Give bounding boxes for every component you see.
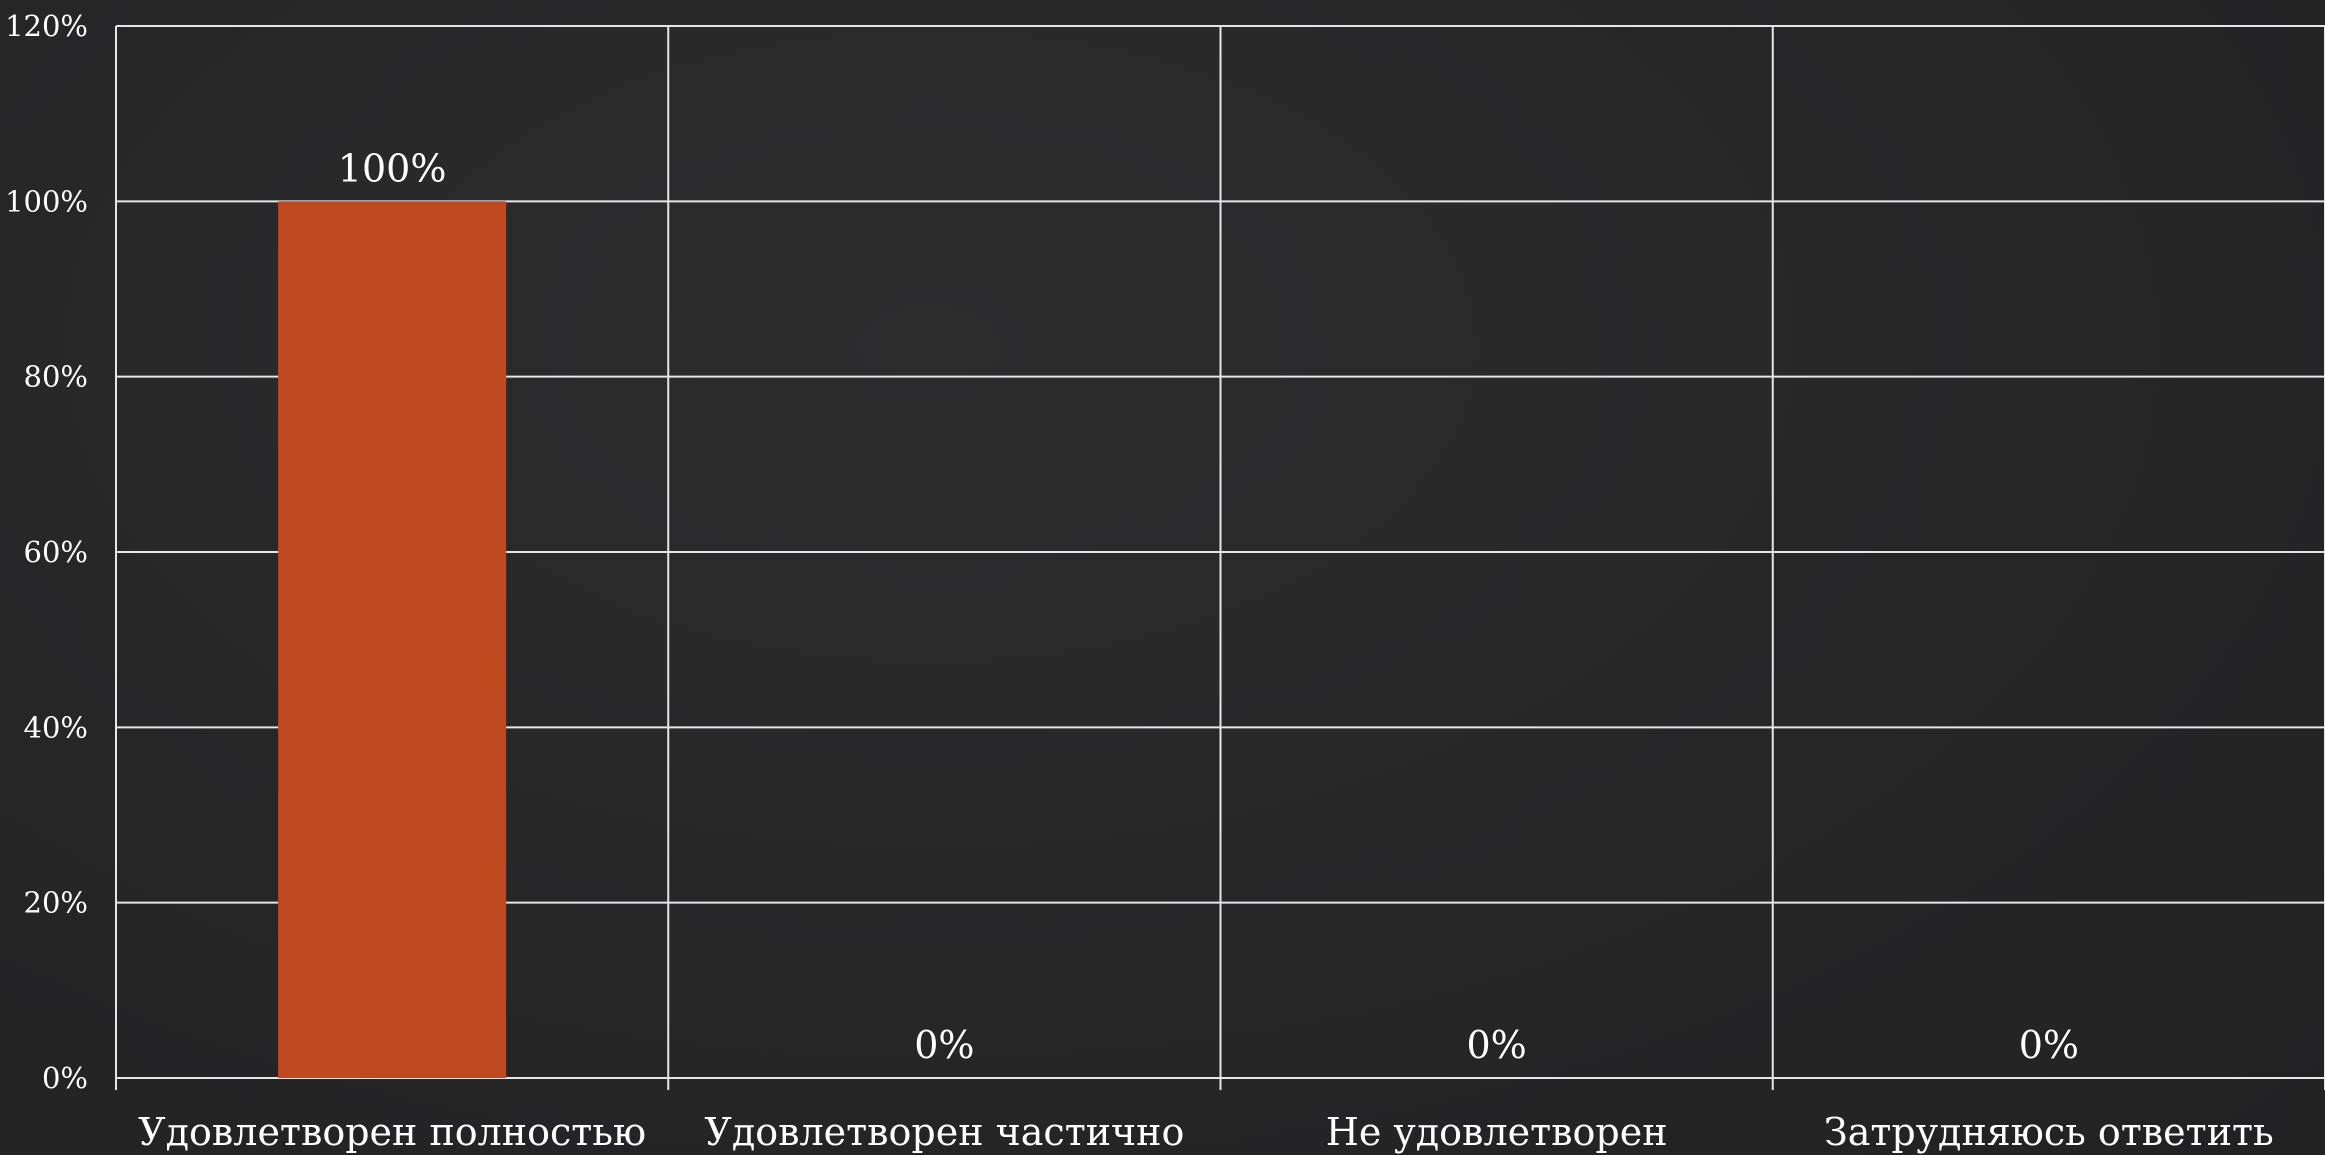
y-tick-label: 80% xyxy=(24,360,88,394)
data-label: 0% xyxy=(1466,1023,1526,1067)
y-tick-label: 20% xyxy=(24,886,88,920)
y-axis-tick-labels: 0% 20% 40% 60% 80% 100% 120% xyxy=(5,9,88,1095)
category-label: Не удовлетворен xyxy=(1326,1110,1668,1154)
y-tick-label: 100% xyxy=(5,184,88,218)
y-tick-label: 40% xyxy=(24,710,88,744)
bar xyxy=(278,201,507,1079)
y-tick-label: 120% xyxy=(5,9,88,43)
category-label: Удовлетворен полностью xyxy=(138,1110,646,1154)
data-label: 0% xyxy=(2019,1023,2079,1067)
y-tick-label: 60% xyxy=(24,535,88,569)
category-label: Затрудняюсь ответить xyxy=(1824,1110,2274,1154)
x-axis-category-labels: Удовлетворен полностью Удовлетворен части… xyxy=(138,1110,2274,1154)
bars xyxy=(278,201,507,1079)
y-tick-label: 0% xyxy=(42,1061,88,1095)
data-label: 0% xyxy=(914,1023,974,1067)
data-label: 100% xyxy=(338,146,447,190)
data-labels: 100% 0% 0% 0% xyxy=(338,146,2079,1067)
vertical-gridlines xyxy=(115,26,2325,1090)
category-label: Удовлетворен частично xyxy=(704,1110,1184,1154)
